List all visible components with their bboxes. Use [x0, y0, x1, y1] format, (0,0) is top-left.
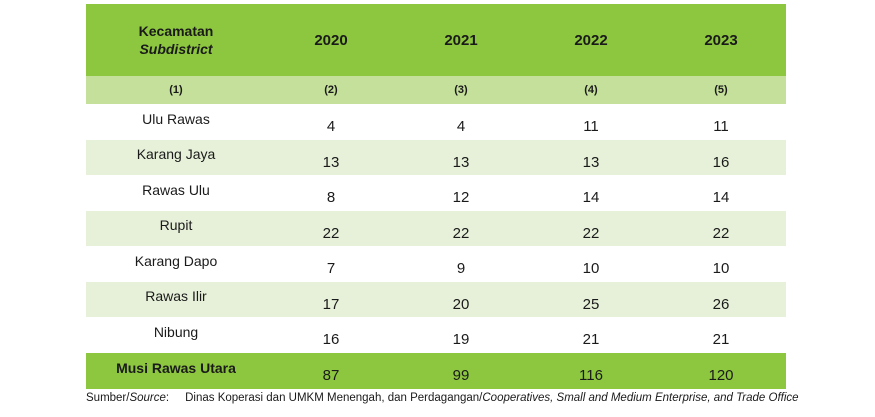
header-subdistrict-label: Kecamatan: [138, 23, 214, 39]
header-year: 2023: [704, 31, 738, 49]
cell-value: 16: [322, 331, 340, 349]
cell-value: 16: [712, 153, 730, 171]
column-number: (2): [324, 84, 338, 96]
table-row: Ulu Rawas 4 4 11 11: [86, 104, 786, 140]
data-table: Kecamatan Subdistrict 2020 2021 2022 202…: [86, 4, 786, 389]
cell-value: 13: [582, 153, 600, 171]
subdistrict-name: Rawas Ulu: [142, 181, 210, 198]
column-number: (1): [169, 84, 183, 96]
cell-value: 21: [712, 331, 730, 349]
subdistrict-name: Rawas Ilir: [145, 288, 207, 305]
cell-value: 17: [322, 295, 340, 313]
cell-value: 14: [712, 189, 730, 207]
cell-value: 25: [582, 295, 600, 313]
cell-value: 14: [582, 189, 600, 207]
total-value: 116: [579, 367, 603, 384]
cell-value: 10: [582, 260, 600, 278]
cell-value: 8: [326, 189, 336, 207]
cell-value: 12: [452, 189, 470, 207]
total-value: 87: [322, 367, 340, 384]
header-subdistrict: Kecamatan Subdistrict: [86, 22, 266, 58]
source-note: Sumber/Source: Dinas Koperasi dan UMKM M…: [86, 392, 799, 404]
cell-value: 7: [326, 260, 336, 278]
source-text-en: Cooperatives, Small and Medium Enterpris…: [482, 392, 799, 404]
total-value: 120: [708, 367, 734, 384]
cell-value: 11: [713, 118, 729, 136]
subdistrict-name: Karang Dapo: [134, 252, 218, 269]
table-row: Karang Dapo 7 9 10 10: [86, 246, 786, 282]
subdistrict-name: Ulu Rawas: [142, 110, 210, 127]
cell-value: 21: [582, 331, 600, 349]
table-row: Karang Jaya 13 13 13 16: [86, 139, 786, 175]
source-label-en: Source: [129, 392, 166, 404]
subdistrict-name: Nibung: [153, 323, 199, 340]
cell-value: 19: [452, 331, 470, 349]
table-row: Nibung 16 19 21 21: [86, 317, 786, 353]
header-year: 2020: [314, 31, 348, 49]
source-text: Dinas Koperasi dan UMKM Menengah, dan Pe…: [185, 392, 483, 404]
header-year: 2022: [574, 31, 608, 49]
total-value: 99: [452, 367, 470, 384]
table-header: Kecamatan Subdistrict 2020 2021 2022 202…: [86, 4, 786, 76]
table-row: Rawas Ulu 8 12 14 14: [86, 175, 786, 211]
total-row: Musi Rawas Utara 87 99 116 120: [86, 352, 786, 389]
cell-value: 13: [322, 153, 340, 171]
column-number: (4): [584, 84, 598, 96]
table-row: Rupit 22 22 22 22: [86, 210, 786, 246]
column-number-row: (1) (2) (3) (4) (5): [86, 76, 786, 104]
cell-value: 4: [326, 118, 336, 136]
cell-value: 10: [712, 260, 730, 278]
total-label: Musi Rawas Utara: [116, 359, 236, 376]
cell-value: 26: [712, 295, 730, 313]
column-number: (5): [714, 84, 728, 96]
source-label: Sumber/: [86, 392, 130, 404]
cell-value: 9: [456, 260, 466, 278]
cell-value: 22: [582, 224, 600, 242]
subdistrict-name: Rupit: [159, 217, 193, 234]
table-row: Rawas Ilir 17 20 25 26: [86, 281, 786, 317]
cell-value: 13: [452, 153, 470, 171]
subdistrict-name: Karang Jaya: [136, 146, 216, 163]
cell-value: 4: [456, 118, 466, 136]
source-colon: :: [165, 392, 170, 404]
header-subdistrict-label-en: Subdistrict: [139, 41, 213, 57]
header-year: 2021: [444, 31, 478, 49]
cell-value: 22: [322, 224, 340, 242]
cell-value: 20: [452, 295, 470, 313]
cell-value: 11: [583, 118, 599, 136]
cell-value: 22: [712, 224, 730, 242]
cell-value: 22: [452, 224, 470, 242]
column-number: (3): [454, 84, 468, 96]
